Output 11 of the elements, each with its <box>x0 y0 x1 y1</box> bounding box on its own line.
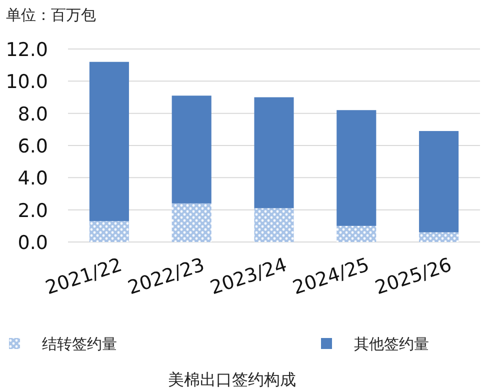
y-tick-label: 8.0 <box>18 103 48 126</box>
y-axis-title: 单位：百万包 <box>6 6 96 24</box>
y-tick-label: 6.0 <box>18 136 48 158</box>
y-tick-label: 4.0 <box>18 168 48 190</box>
legend-label: 其他签约量 <box>354 335 429 353</box>
y-tick-label: 10.0 <box>6 71 48 94</box>
y-tick-label: 0.0 <box>18 232 48 254</box>
text: 美棉出口签约构成 <box>168 370 296 389</box>
legend-label: 结转签约量 <box>42 335 117 353</box>
y-tick-label: 12.0 <box>6 39 48 61</box>
y-tick-label: 2.0 <box>18 200 48 222</box>
